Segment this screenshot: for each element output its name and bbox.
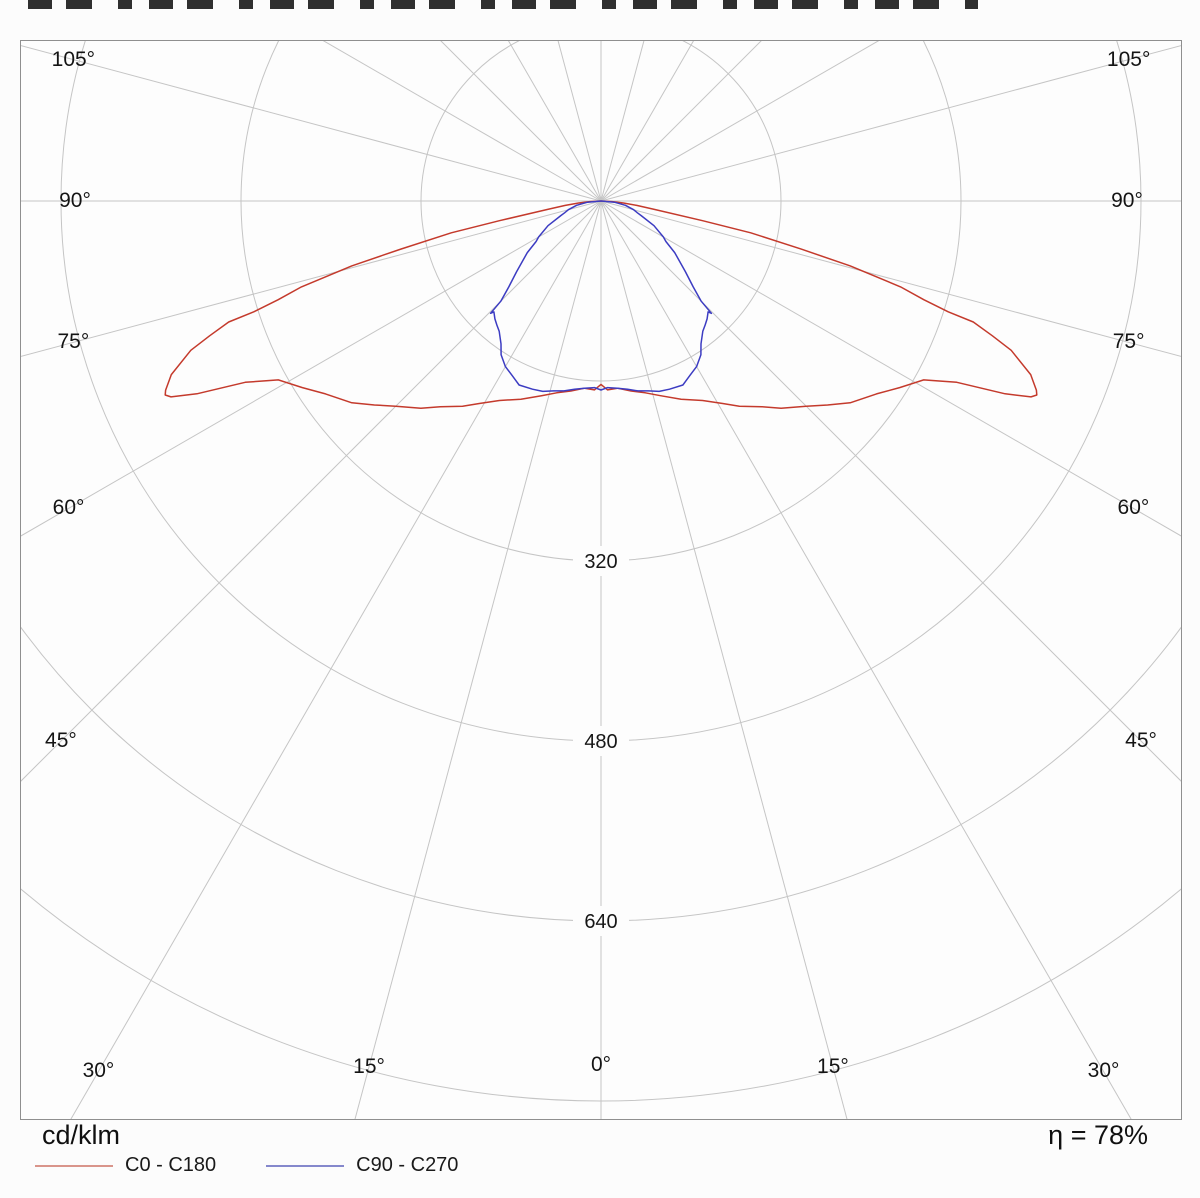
angle-label: 45° bbox=[45, 729, 77, 753]
angle-label: 105° bbox=[51, 47, 96, 71]
angle-label: 90° bbox=[1111, 189, 1143, 212]
angle-label: 105° bbox=[1106, 47, 1151, 71]
legend-swatch bbox=[266, 1164, 345, 1167]
legend-label: C90 - C270 bbox=[356, 1154, 459, 1176]
angle-label: 15° bbox=[353, 1054, 385, 1078]
legend-item: C0 - C180 bbox=[35, 1154, 216, 1177]
cropped-text-strip bbox=[28, 0, 978, 9]
angle-label: 75° bbox=[57, 330, 90, 354]
angle-label: 75° bbox=[1112, 330, 1145, 354]
angle-label: 60° bbox=[52, 496, 85, 520]
polar-grid-and-curves: 320 480 640 bbox=[21, 41, 1181, 1119]
footer-row: cd/klm η = 78% bbox=[0, 1120, 1200, 1151]
angle-label: 90° bbox=[59, 189, 91, 212]
angle-label: 15° bbox=[817, 1054, 849, 1078]
angle-label: 30° bbox=[82, 1059, 115, 1083]
angle-label: 60° bbox=[1117, 496, 1150, 520]
svg-text:480: 480 bbox=[584, 731, 617, 753]
polar-chart: 320 480 640 0° 15° 15° 30° 30° 45° 45° 60° 60° 75° 7… bbox=[20, 40, 1182, 1120]
svg-text:320: 320 bbox=[584, 551, 617, 573]
legend-swatch bbox=[35, 1164, 113, 1167]
angle-label: 0° bbox=[590, 1053, 612, 1076]
angle-label: 30° bbox=[1087, 1059, 1120, 1083]
unit-label: cd/klm bbox=[42, 1120, 121, 1150]
legend-item: C90 - C270 bbox=[266, 1154, 458, 1177]
efficiency-label: η = 78% bbox=[1048, 1120, 1148, 1150]
svg-text:640: 640 bbox=[584, 911, 617, 933]
angle-label: 45° bbox=[1125, 729, 1157, 753]
legend-label: C0 - C180 bbox=[125, 1154, 217, 1176]
legend: C0 - C180 C90 - C270 bbox=[35, 1154, 458, 1177]
